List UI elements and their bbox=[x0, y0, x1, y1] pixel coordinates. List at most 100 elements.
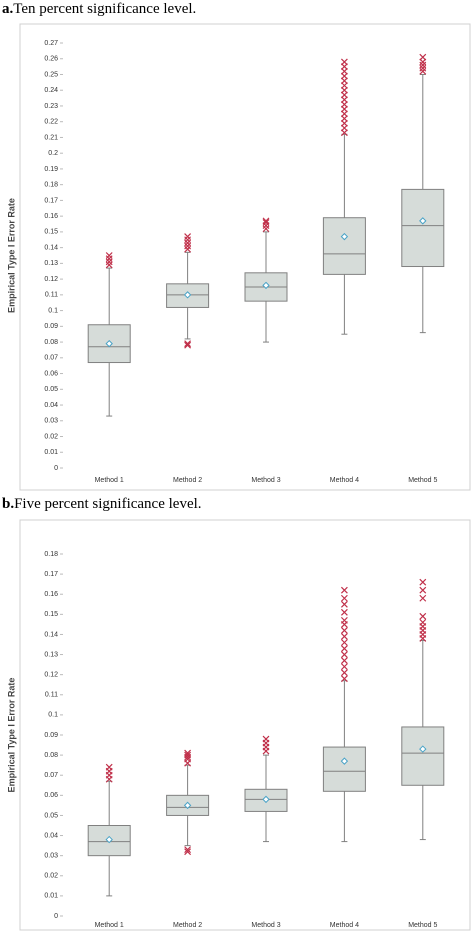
y-tick-label: 0.03 bbox=[44, 418, 58, 425]
outlier bbox=[262, 219, 270, 226]
outlier bbox=[419, 61, 427, 69]
outlier bbox=[419, 64, 427, 72]
x-tick-label: Method 2 bbox=[173, 477, 202, 484]
y-tick-label: 0.02 bbox=[44, 433, 58, 440]
y-tick-label: 0.18 bbox=[44, 182, 58, 189]
outlier bbox=[184, 751, 192, 759]
outlier bbox=[419, 612, 427, 620]
x-tick-label: Method 4 bbox=[330, 477, 359, 484]
x-tick-label: Method 1 bbox=[95, 477, 124, 484]
y-tick-label: 0.26 bbox=[44, 56, 58, 63]
title-label: b. bbox=[2, 496, 14, 512]
y-tick-label: 0.12 bbox=[44, 672, 58, 679]
y-tick-label: 0.13 bbox=[44, 260, 58, 267]
y-tick-label: 0.21 bbox=[44, 134, 58, 141]
outlier bbox=[340, 586, 348, 594]
outlier bbox=[340, 600, 348, 608]
outlier bbox=[340, 594, 348, 602]
outlier bbox=[262, 217, 270, 225]
x-tick-label: Method 1 bbox=[95, 922, 124, 929]
mean-marker bbox=[340, 757, 349, 765]
y-tick-label: 0.17 bbox=[44, 197, 58, 204]
y-tick-label: 0.27 bbox=[44, 40, 58, 47]
outlier bbox=[340, 663, 348, 671]
mean-marker bbox=[340, 232, 349, 241]
mean-marker bbox=[183, 291, 192, 299]
outlier bbox=[419, 578, 427, 586]
mean-marker bbox=[105, 835, 113, 844]
box bbox=[322, 217, 366, 275]
y-tick-label: 0.01 bbox=[44, 893, 58, 900]
outlier bbox=[340, 645, 348, 652]
outlier bbox=[105, 255, 113, 263]
y-tick-label: 0.06 bbox=[44, 792, 58, 799]
outlier bbox=[184, 848, 192, 856]
title-text: Ten percent significance level. bbox=[13, 1, 196, 17]
outlier bbox=[184, 245, 192, 253]
outlier bbox=[105, 258, 113, 266]
outlier bbox=[184, 341, 192, 349]
mean-marker bbox=[183, 801, 192, 810]
y-tick-label: 0 bbox=[54, 465, 58, 472]
y-tick-label: 0 bbox=[54, 913, 58, 920]
mean-marker bbox=[262, 281, 270, 290]
outlier bbox=[419, 67, 427, 75]
outlier bbox=[419, 618, 427, 626]
x-tick-label: Method 4 bbox=[330, 922, 359, 929]
outlier bbox=[340, 669, 348, 677]
outlier bbox=[340, 616, 348, 624]
outlier bbox=[184, 233, 192, 241]
y-tick-label: 0.06 bbox=[44, 370, 58, 377]
title-text: Five percent significance level. bbox=[14, 496, 201, 512]
outlier bbox=[105, 252, 113, 259]
y-axis-label: Empirical Type I Error Rate bbox=[6, 198, 16, 313]
outlier bbox=[419, 586, 427, 594]
outlier bbox=[340, 58, 348, 66]
y-tick-label: 0.04 bbox=[44, 402, 58, 409]
y-tick-label: 0.23 bbox=[44, 103, 58, 110]
outlier bbox=[419, 594, 427, 602]
y-tick-label: 0.15 bbox=[44, 229, 58, 236]
y-tick-label: 0.1 bbox=[48, 307, 58, 314]
outlier bbox=[340, 633, 348, 640]
outlier bbox=[184, 242, 192, 250]
y-tick-label: 0.22 bbox=[44, 119, 58, 126]
y-tick-label: 0.24 bbox=[44, 87, 58, 94]
mean-marker bbox=[419, 217, 427, 225]
outlier bbox=[340, 639, 348, 646]
x-tick-label: Method 5 bbox=[408, 922, 437, 929]
y-tick-label: 0.07 bbox=[44, 772, 58, 779]
y-tick-label: 0.09 bbox=[44, 323, 58, 330]
title-label: a. bbox=[2, 1, 14, 17]
x-tick-label: Method 3 bbox=[251, 477, 280, 484]
y-tick-label: 0.1 bbox=[48, 712, 58, 719]
x-tick-label: Method 2 bbox=[173, 922, 202, 929]
y-tick-label: 0.18 bbox=[44, 551, 58, 558]
y-tick-label: 0.07 bbox=[44, 355, 58, 362]
outlier bbox=[184, 239, 192, 247]
outlier bbox=[419, 53, 427, 61]
y-tick-label: 0.16 bbox=[44, 213, 58, 220]
x-tick-label: Method 5 bbox=[408, 477, 437, 484]
outlier bbox=[340, 657, 348, 665]
box bbox=[401, 726, 445, 786]
y-tick-label: 0.14 bbox=[44, 244, 58, 251]
outlier bbox=[105, 261, 113, 269]
y-tick-label: 0.17 bbox=[44, 571, 58, 578]
mean-marker bbox=[262, 795, 270, 804]
y-tick-label: 0.12 bbox=[44, 276, 58, 283]
y-tick-label: 0.16 bbox=[44, 591, 58, 598]
outlier bbox=[184, 340, 192, 348]
outlier bbox=[184, 846, 192, 854]
y-tick-label: 0.11 bbox=[45, 692, 58, 699]
y-tick-label: 0.02 bbox=[44, 873, 58, 880]
y-tick-label: 0.11 bbox=[45, 292, 58, 299]
y-tick-label: 0.04 bbox=[44, 832, 58, 839]
outlier bbox=[340, 675, 348, 683]
y-axis-label: Empirical Type I Error Rate bbox=[6, 678, 16, 793]
outlier bbox=[340, 608, 348, 616]
outlier bbox=[340, 651, 348, 658]
y-tick-label: 0.14 bbox=[44, 631, 58, 638]
y-tick-label: 0.01 bbox=[44, 449, 58, 456]
